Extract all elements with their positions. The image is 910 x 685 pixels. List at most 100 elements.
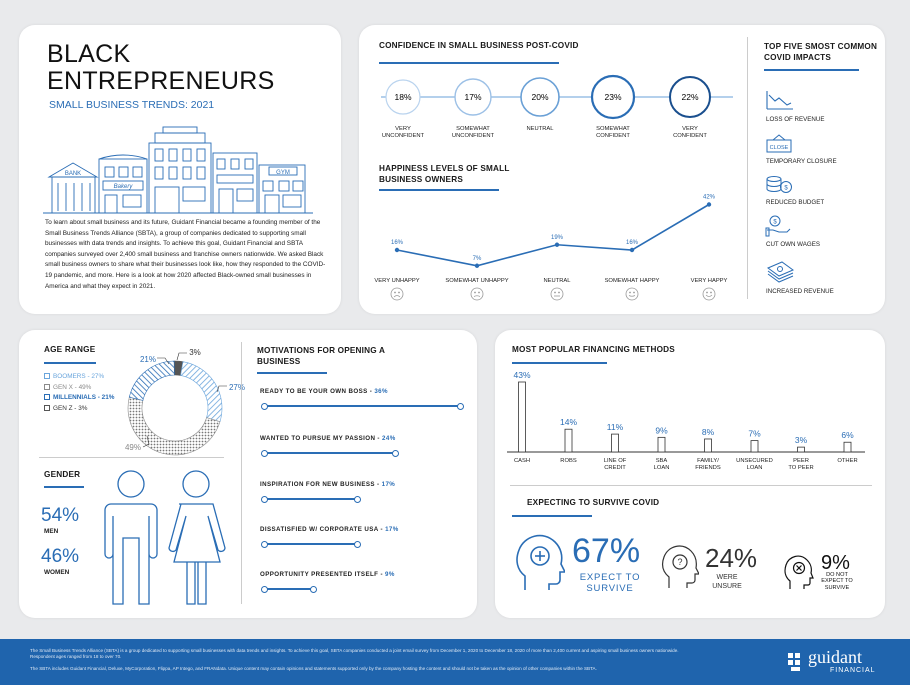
financing-value-label: 8% [702,427,715,437]
brand-subtitle: FINANCIAL [830,667,876,674]
confidence-circles [385,74,711,120]
motivation-bar-endpoint [261,540,268,548]
motivation-bar-endpoint [391,449,399,457]
age-value-label: 49% [125,443,141,452]
bakery-sign: Bakery [114,184,134,190]
confidence-label: SOMEWHAT [456,126,490,132]
financing-value-label: 3% [795,435,808,445]
title-underline [257,372,327,374]
confidence-value: 23% [604,92,621,102]
financing-category-label: LOAN [747,465,763,471]
happiness-title: HAPPINESS LEVELS OF SMALL BUSINESS OWNER… [379,164,510,184]
motivation-bar-endpoint [353,540,361,548]
impact-label: CUT OWN WAGES [766,241,820,248]
men-label: MEN [44,528,59,535]
confidence-label: CONFIDENT [596,133,630,139]
happiness-value-label: 7% [473,256,482,262]
footer-disclaimer: The Small Business Trends Alliance (SBTA… [30,648,679,659]
confidence-card: CONFIDENCE IN SMALL BUSINESS POST-COVID … [359,25,885,314]
impact-label: LOSS OF REVENUE [766,116,825,123]
leader-line [176,352,187,361]
leader-line [216,385,227,393]
motivation-row: DISSATISFIED W/ CORPORATE USA - 17% [260,526,470,556]
face-icon [625,287,639,301]
demographics-card: AGE RANGE BOOMERS - 27% GEN X - 49% MILL… [19,330,477,618]
confidence-label: UNCONFIDENT [382,133,425,139]
confidence-value: 18% [394,92,411,102]
vertical-divider [241,342,242,604]
face-icon [470,287,484,301]
age-title: AGE RANGE [44,345,96,354]
motivation-bar-endpoint [261,449,268,457]
financing-category-label: CASH [514,458,530,464]
age-legend: BOOMERS - 27% GEN X - 49% MILLENNIALS - … [44,372,114,414]
age-value-label: 27% [229,383,245,392]
happiness-category-label: VERY HAPPY [691,278,728,284]
title-underline [44,486,84,488]
close-sign-icon: CLOSE [766,134,792,153]
financing-bar [611,433,619,453]
motivation-bar [264,588,313,590]
motivation-percent: 17% [381,481,396,488]
happiness-category-label: VERY UNHAPPY [374,278,419,284]
leader-line [142,435,150,448]
legend-swatch [44,394,50,400]
motivation-bar-endpoint [261,495,268,503]
face-icon [550,287,564,301]
motivation-row: READY TO BE YOUR OWN BOSS - 36% [260,388,470,418]
bank-sign: BANK [65,171,81,177]
happiness-category-label: SOMEWHAT UNHAPPY [445,278,508,284]
financing-bar [564,428,573,453]
title-underline [512,362,607,364]
face-icon [702,287,716,301]
motivation-row: INSPIRATION FOR NEW BUSINESS - 17% [260,481,470,511]
financing-title: MOST POPULAR FINANCING METHODS [512,345,675,354]
happiness-line-chart: 16% VERY UNHAPPY 7% SOMEWHAT UNHAPPY 19% NEUT… [374,195,728,301]
storefront-illustration: BANK Bakery GYM [43,126,313,214]
motivation-bar-endpoint [261,402,268,410]
impact-label: TEMPORARY CLOSURE [766,158,837,165]
financing-value-label: 11% [607,422,624,432]
confidence-label: NEUTRAL [526,126,554,132]
women-label: WOMEN [44,569,70,576]
confidence-label: VERY [395,126,411,132]
survive-title: EXPECTING TO SURVIVE COVID [527,498,660,507]
title-underline [379,189,499,191]
financing-card: MOST POPULAR FINANCING METHODS 43% CASH 14… [495,330,885,618]
motivation-bar [264,543,357,545]
motivations-title: MOTIVATIONS FOR OPENING A BUSINESS [257,346,386,366]
head-plus-icon [516,534,565,590]
financing-category-label: CREDIT [604,465,626,471]
legend-item-genz: GEN Z - 3% [44,404,114,415]
confidence-value: 20% [531,92,548,102]
financing-category-label: PEER [793,458,809,464]
gender-title: GENDER [44,470,81,479]
legend-item-genx: GEN X - 49% [44,383,114,394]
motivation-bar [264,405,460,407]
confidence-value: 17% [464,92,481,102]
declining-chart-icon [766,91,793,110]
not-survive-percent: 9% [821,552,850,574]
happiness-category-label: SOMEWHAT HAPPY [605,278,660,284]
men-percent: 54% [41,505,80,526]
motivation-label: WANTED TO PURSUE MY PASSION - 24% [260,435,396,442]
cash-stack-icon [766,261,795,283]
financing-category-label: OTHER [837,458,857,464]
face-icon [390,287,404,301]
financing-category-label: SBA [656,458,668,464]
legend-swatch [44,373,50,379]
motivation-percent: 36% [374,388,388,395]
happiness-point [706,202,712,207]
women-percent: 46% [41,546,80,567]
confidence-label: UNCONFIDENT [452,133,495,139]
motivation-bar [264,452,395,454]
title-underline [44,362,96,364]
financing-value-label: 6% [841,430,854,440]
coins-icon: $ [766,176,792,193]
legend-swatch [44,404,50,411]
financing-category-label: UNSECURED [736,458,773,464]
page-subtitle: SMALL BUSINESS TRENDS: 2021 [49,99,215,111]
brand-name: guidant [808,647,862,667]
expect-survive-percent: 67% [572,532,641,570]
